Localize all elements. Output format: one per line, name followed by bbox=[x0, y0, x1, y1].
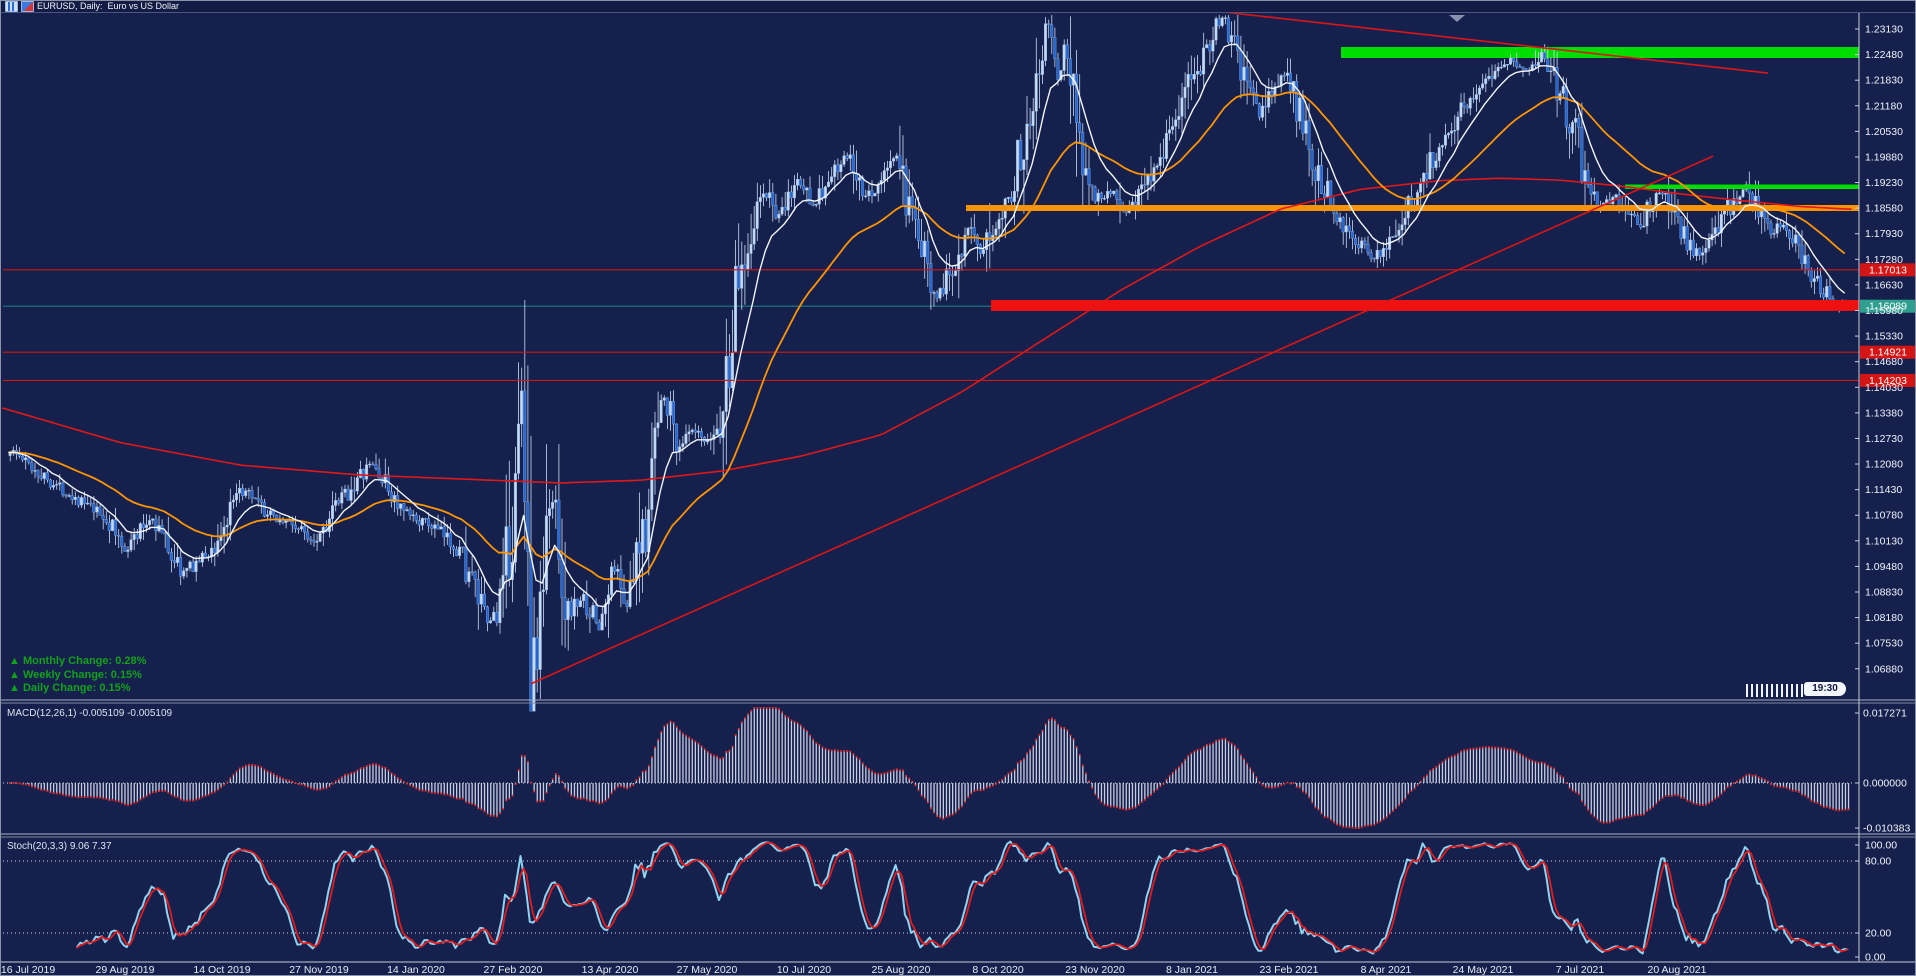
svg-text:1.12080: 1.12080 bbox=[1865, 459, 1903, 471]
stoch-axis: 100.00 80.00 20.00 0.00 bbox=[1855, 840, 1897, 964]
date-axis: 16 Jul 2019 29 Aug 2019 14 Oct 2019 27 Nov … bbox=[1, 964, 1707, 976]
svg-text:1.16630: 1.16630 bbox=[1865, 279, 1903, 291]
bar-countdown-progress bbox=[1746, 684, 1804, 697]
svg-text:13 Apr 2020: 13 Apr 2020 bbox=[582, 964, 639, 976]
level-price-badge: 1.14921 bbox=[1860, 345, 1915, 359]
svg-text:-0.010383: -0.010383 bbox=[1863, 823, 1910, 835]
chart-canvas[interactable]: 1.17013 1.16089 1.14921 1.14203 1.23130 1.224… bbox=[1, 13, 1916, 976]
svg-text:1.23130: 1.23130 bbox=[1865, 24, 1903, 36]
svg-text:1.16089: 1.16089 bbox=[1869, 301, 1907, 313]
svg-text:1.21180: 1.21180 bbox=[1865, 100, 1902, 112]
daily-change-text: ▲ Daily Change: 0.15% bbox=[9, 682, 131, 694]
moving-averages bbox=[2, 43, 1852, 608]
svg-text:7 Jul 2021: 7 Jul 2021 bbox=[1556, 964, 1605, 976]
svg-text:8 Oct 2020: 8 Oct 2020 bbox=[972, 964, 1024, 976]
svg-text:0.017271: 0.017271 bbox=[1863, 708, 1907, 720]
svg-text:8 Apr 2021: 8 Apr 2021 bbox=[1361, 964, 1412, 976]
candles bbox=[8, 15, 1850, 712]
chart-title-bar: EURUSD, Daily: Euro vs US Dollar bbox=[1, 1, 1915, 13]
svg-text:1.08830: 1.08830 bbox=[1865, 586, 1903, 598]
candlestick-chart-icon bbox=[5, 1, 18, 12]
level-price-badge: 1.17013 bbox=[1860, 263, 1915, 277]
svg-text:1.09480: 1.09480 bbox=[1865, 561, 1903, 573]
svg-text:1.20530: 1.20530 bbox=[1865, 126, 1903, 138]
svg-text:1.22480: 1.22480 bbox=[1865, 49, 1903, 61]
svg-text:10 Jul 2020: 10 Jul 2020 bbox=[777, 964, 831, 976]
svg-text:1.19230: 1.19230 bbox=[1865, 177, 1903, 189]
svg-text:1.12730: 1.12730 bbox=[1865, 433, 1903, 445]
svg-text:24 May 2021: 24 May 2021 bbox=[1453, 964, 1514, 976]
trendlines bbox=[530, 13, 1769, 685]
weekly-change-text: ▲ Weekly Change: 0.15% bbox=[9, 668, 142, 681]
svg-text:1.21830: 1.21830 bbox=[1865, 75, 1903, 87]
svg-text:1.17280: 1.17280 bbox=[1865, 254, 1903, 266]
svg-text:1.11430: 1.11430 bbox=[1865, 484, 1902, 496]
svg-text:1.15980: 1.15980 bbox=[1865, 305, 1903, 317]
svg-text:1.17013: 1.17013 bbox=[1869, 264, 1907, 276]
svg-text:1.14921: 1.14921 bbox=[1869, 347, 1907, 359]
symbol-pair-icon bbox=[21, 1, 34, 12]
svg-text:0.000000: 0.000000 bbox=[1863, 778, 1907, 790]
macd-indicator-label: MACD(12,26,1) -0.005109 -0.005109 bbox=[7, 708, 173, 719]
svg-text:16 Jul 2019: 16 Jul 2019 bbox=[1, 964, 55, 976]
svg-text:20.00: 20.00 bbox=[1865, 928, 1891, 940]
down-triangle-marker bbox=[1449, 15, 1465, 22]
svg-text:1.14030: 1.14030 bbox=[1865, 382, 1903, 394]
macd-axis: 0.017271 0.000000 -0.010383 bbox=[1855, 708, 1910, 835]
svg-text:25 Aug 2020: 25 Aug 2020 bbox=[872, 964, 931, 976]
bar-countdown-timer: 19:30 bbox=[1804, 682, 1846, 696]
macd-pane bbox=[3, 707, 1859, 830]
svg-text:27 May 2020: 27 May 2020 bbox=[677, 964, 738, 976]
pane-separators bbox=[1, 699, 1915, 963]
svg-text:1.17930: 1.17930 bbox=[1865, 228, 1903, 240]
svg-text:14 Jan 2020: 14 Jan 2020 bbox=[387, 964, 445, 976]
svg-text:29 Aug 2019: 29 Aug 2019 bbox=[96, 964, 155, 976]
svg-text:20 Aug 2021: 20 Aug 2021 bbox=[1648, 964, 1707, 976]
svg-text:27 Nov 2019: 27 Nov 2019 bbox=[289, 964, 349, 976]
svg-text:23 Nov 2020: 23 Nov 2020 bbox=[1065, 964, 1125, 976]
svg-text:1.19880: 1.19880 bbox=[1865, 151, 1903, 163]
svg-text:8 Jan 2021: 8 Jan 2021 bbox=[1166, 964, 1218, 976]
chart-title: EURUSD, Daily: Euro vs US Dollar bbox=[37, 1, 180, 11]
svg-text:1.18580: 1.18580 bbox=[1865, 203, 1903, 215]
svg-text:1.10780: 1.10780 bbox=[1865, 510, 1903, 522]
svg-text:1.15330: 1.15330 bbox=[1865, 331, 1903, 343]
svg-text:1.13380: 1.13380 bbox=[1865, 407, 1903, 419]
svg-text:0.00: 0.00 bbox=[1865, 952, 1886, 964]
svg-text:14 Oct 2019: 14 Oct 2019 bbox=[193, 964, 250, 976]
stoch-pane bbox=[3, 840, 1859, 955]
bid-price-badge: 1.16089 bbox=[1860, 299, 1915, 313]
svg-text:100.00: 100.00 bbox=[1865, 840, 1897, 852]
svg-text:1.10130: 1.10130 bbox=[1865, 535, 1903, 547]
level-price-badge: 1.14203 bbox=[1860, 373, 1915, 387]
svg-text:27 Feb 2020: 27 Feb 2020 bbox=[484, 964, 543, 976]
svg-text:23 Feb 2021: 23 Feb 2021 bbox=[1260, 964, 1319, 976]
svg-text:1.14203: 1.14203 bbox=[1869, 375, 1907, 387]
stoch-indicator-label: Stoch(20,3,3) 9.06 7.37 bbox=[7, 841, 112, 852]
change-summary-overlay: ▲ Monthly Change: 0.28% ▲ Weekly Change:… bbox=[9, 655, 146, 696]
svg-text:1.06880: 1.06880 bbox=[1865, 663, 1903, 675]
monthly-change-text: ▲ Monthly Change: 0.28% bbox=[9, 655, 147, 667]
price-levels bbox=[3, 184, 1859, 382]
price-axis: 1.17013 1.16089 1.14921 1.14203 bbox=[1855, 13, 1915, 962]
svg-text:1.07530: 1.07530 bbox=[1865, 638, 1903, 650]
svg-text:80.00: 80.00 bbox=[1865, 856, 1891, 868]
svg-text:1.14680: 1.14680 bbox=[1865, 356, 1903, 368]
svg-text:1.08180: 1.08180 bbox=[1865, 612, 1903, 624]
